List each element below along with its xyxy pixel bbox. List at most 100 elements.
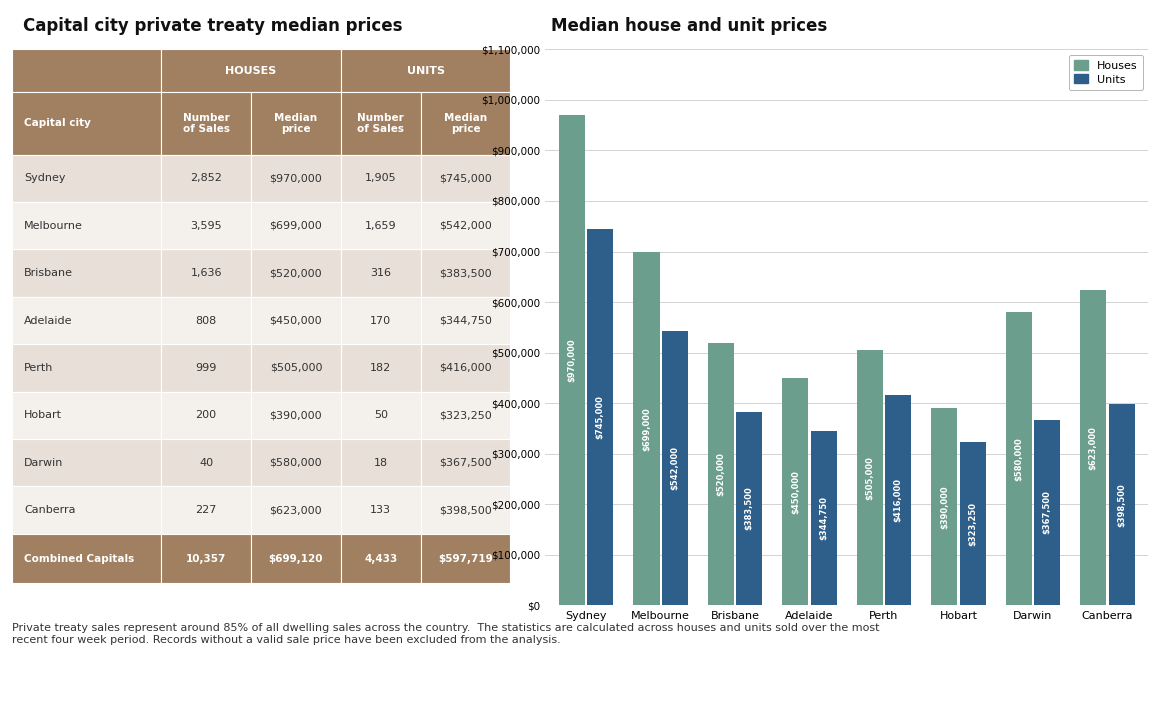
Bar (931, 408, 957, 605)
Text: $520,000: $520,000 (717, 452, 725, 496)
Text: $505,000: $505,000 (865, 455, 875, 500)
Text: 999: 999 (195, 363, 217, 373)
Text: UNITS: UNITS (407, 65, 444, 75)
Bar (633, 252, 660, 605)
Bar (1080, 291, 1107, 605)
Text: 808: 808 (196, 315, 217, 325)
Text: 4,433: 4,433 (364, 553, 398, 563)
Bar (12, 202, 161, 249)
Bar (811, 431, 836, 605)
Bar (161, 486, 251, 534)
Bar (341, 297, 421, 344)
Text: $344,750: $344,750 (440, 315, 492, 325)
Text: $416,000: $416,000 (440, 363, 492, 373)
Text: Hobart: Hobart (24, 410, 63, 420)
Text: Perth: Perth (24, 363, 53, 373)
Text: $623,000: $623,000 (269, 505, 322, 515)
Bar (341, 92, 421, 155)
Text: $383,500: $383,500 (745, 486, 754, 530)
Bar (12, 439, 161, 486)
Bar (857, 350, 883, 605)
Bar (421, 439, 510, 486)
Bar (421, 92, 510, 155)
Bar (421, 249, 510, 297)
Text: Sydney: Sydney (24, 173, 66, 183)
Bar (251, 249, 341, 297)
Text: 133: 133 (370, 505, 391, 515)
Text: Private treaty sales represent around 85% of all dwelling sales across the count: Private treaty sales represent around 85… (12, 624, 879, 645)
Text: $745,000: $745,000 (440, 173, 492, 183)
Bar (341, 344, 421, 391)
Text: Number
of Sales: Number of Sales (357, 113, 404, 134)
Bar (12, 49, 161, 92)
Bar (1006, 312, 1032, 605)
Text: $398,500: $398,500 (440, 505, 492, 515)
Bar (341, 155, 421, 202)
Text: Darwin: Darwin (24, 458, 64, 467)
Bar (421, 534, 510, 583)
Bar (341, 391, 421, 439)
Bar (161, 49, 341, 92)
Text: 170: 170 (370, 315, 391, 325)
Bar (12, 486, 161, 534)
Bar (341, 534, 421, 583)
Text: $505,000: $505,000 (269, 363, 322, 373)
Text: 1,636: 1,636 (190, 268, 222, 278)
Bar (251, 202, 341, 249)
Bar (559, 115, 585, 605)
Bar (251, 486, 341, 534)
Bar (12, 534, 161, 583)
Bar (421, 486, 510, 534)
Text: $699,120: $699,120 (269, 553, 324, 563)
Bar (587, 229, 614, 605)
Text: $323,250: $323,250 (440, 410, 492, 420)
Bar (161, 534, 251, 583)
Text: $367,500: $367,500 (440, 458, 492, 467)
Text: $416,000: $416,000 (893, 478, 902, 522)
Text: 1,905: 1,905 (365, 173, 397, 183)
Bar (12, 92, 161, 155)
Bar (161, 439, 251, 486)
Bar (251, 391, 341, 439)
Bar (885, 395, 912, 605)
Text: $520,000: $520,000 (269, 268, 322, 278)
Text: $970,000: $970,000 (567, 339, 577, 382)
Text: 18: 18 (374, 458, 387, 467)
Bar (161, 249, 251, 297)
Text: $580,000: $580,000 (1014, 437, 1023, 481)
Bar (251, 534, 341, 583)
Text: $699,000: $699,000 (269, 221, 322, 231)
Bar (341, 202, 421, 249)
Text: 316: 316 (370, 268, 391, 278)
Bar (251, 155, 341, 202)
Text: $580,000: $580,000 (269, 458, 322, 467)
Bar (421, 155, 510, 202)
Text: HOUSES: HOUSES (225, 65, 276, 75)
Bar (737, 412, 762, 605)
Text: $367,500: $367,500 (1043, 491, 1052, 534)
Text: Brisbane: Brisbane (24, 268, 73, 278)
Bar (161, 344, 251, 391)
Bar (12, 297, 161, 344)
Text: Canberra: Canberra (24, 505, 75, 515)
Bar (12, 155, 161, 202)
Text: $390,000: $390,000 (940, 485, 949, 529)
Bar (421, 297, 510, 344)
Text: $623,000: $623,000 (1089, 426, 1097, 470)
Text: $970,000: $970,000 (269, 173, 322, 183)
Text: Capital city: Capital city (24, 118, 90, 128)
Text: 227: 227 (195, 505, 217, 515)
Bar (421, 202, 510, 249)
Text: $597,719: $597,719 (438, 553, 493, 563)
Text: $450,000: $450,000 (269, 315, 322, 325)
Text: $323,250: $323,250 (969, 502, 977, 546)
Text: 50: 50 (374, 410, 387, 420)
Bar (251, 439, 341, 486)
Text: 10,357: 10,357 (186, 553, 226, 563)
Text: Median
price: Median price (444, 113, 487, 134)
Bar (341, 49, 510, 92)
Text: 40: 40 (200, 458, 213, 467)
Bar (161, 92, 251, 155)
Text: $390,000: $390,000 (269, 410, 322, 420)
Text: $383,500: $383,500 (440, 268, 492, 278)
